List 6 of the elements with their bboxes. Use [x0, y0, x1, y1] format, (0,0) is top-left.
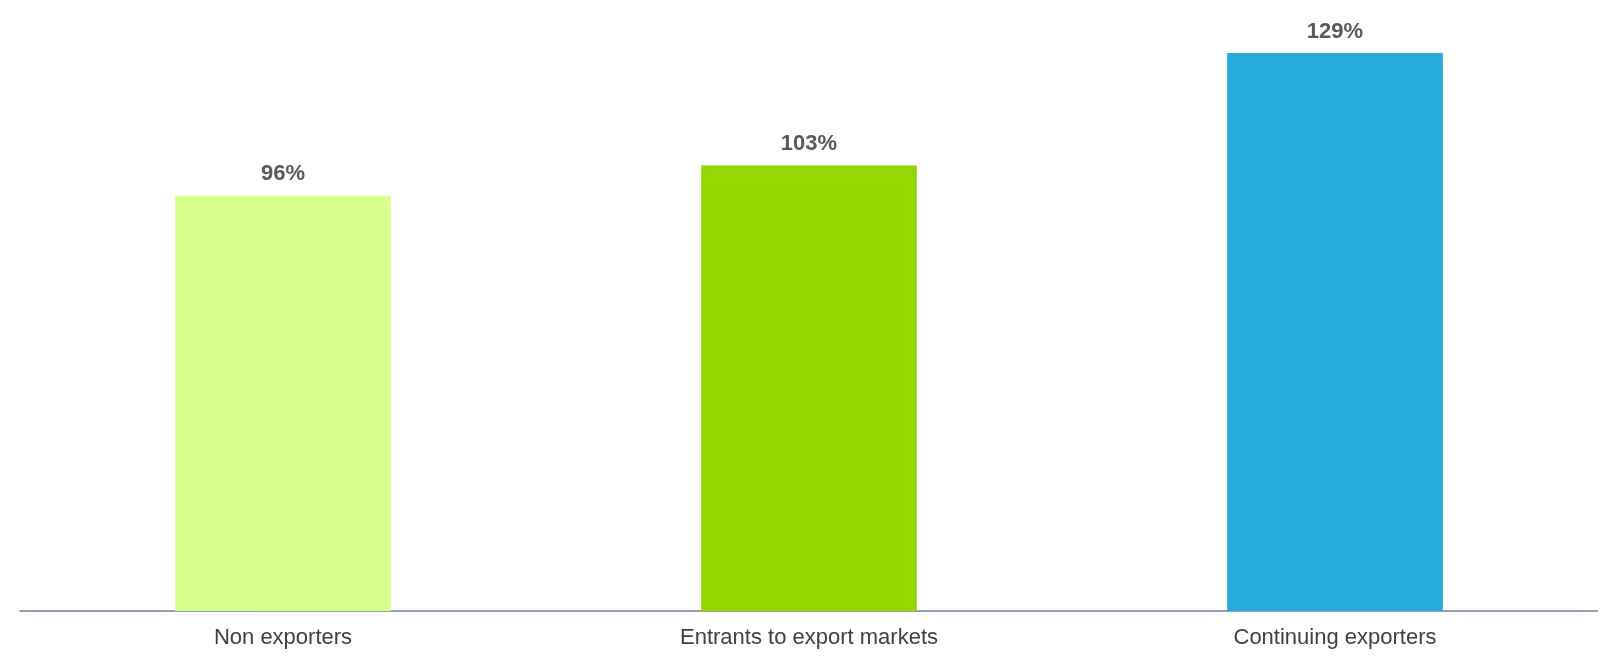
x-tick-label: Continuing exporters: [1233, 623, 1437, 649]
data-label: 103%: [780, 129, 838, 155]
x-tick-label: Entrants to export markets: [680, 623, 938, 649]
data-label: 129%: [1306, 17, 1364, 43]
x-tick-label: Non exporters: [213, 623, 353, 649]
data-label: 96%: [260, 160, 306, 186]
